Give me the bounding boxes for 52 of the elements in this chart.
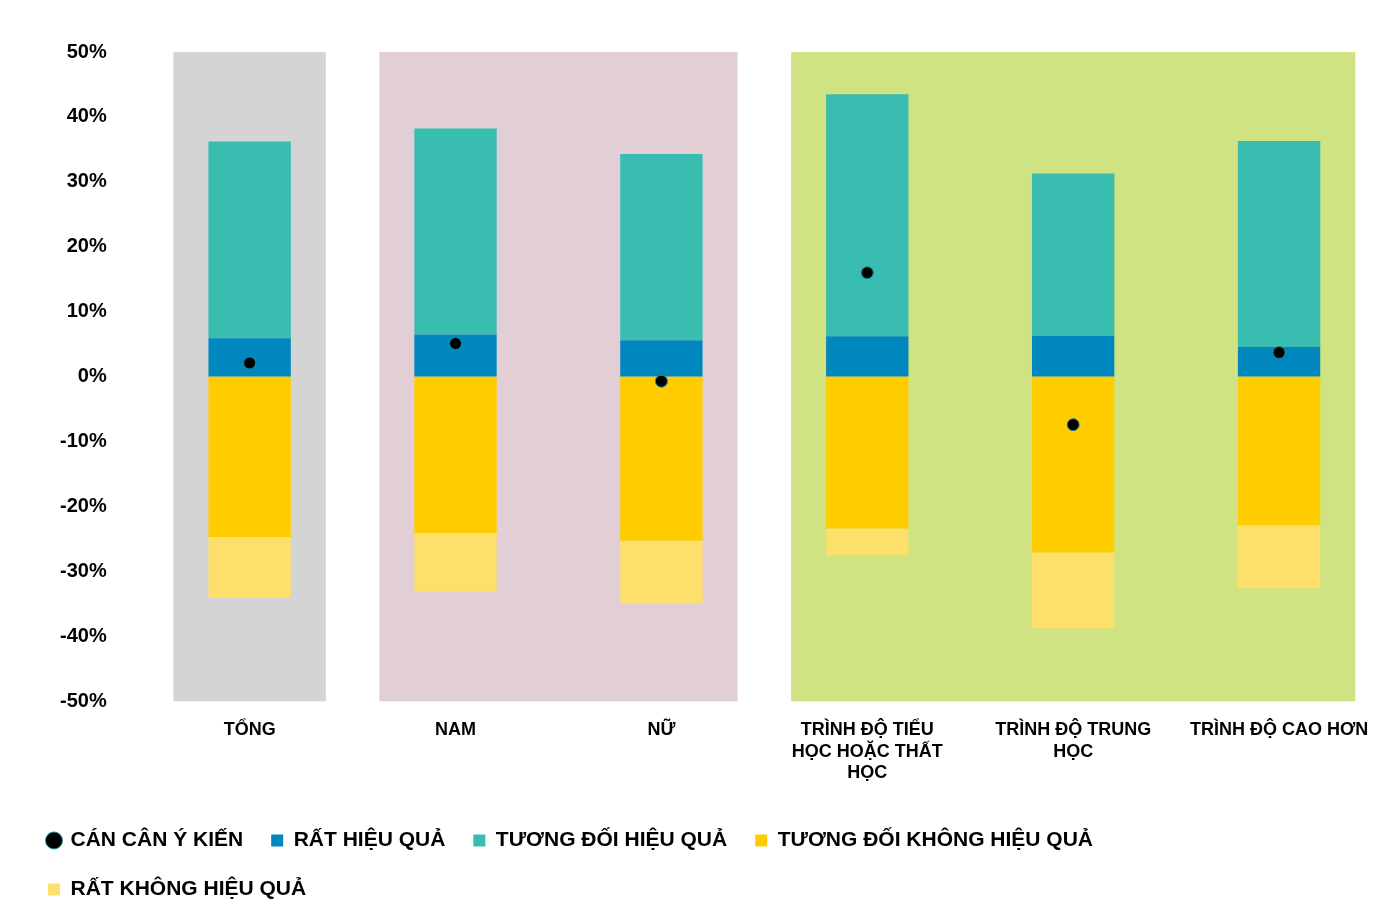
legend-label: TƯƠNG ĐỐI KHÔNG HIỆU QUẢ — [777, 827, 1094, 851]
x-tick-label: NAM — [435, 718, 477, 739]
x-tick-label: TRÌNH ĐỘ TIỂU HỌC HOẶC THẤT HỌC — [791, 717, 943, 783]
bar — [1031, 335, 1115, 377]
y-tick-label: 20% — [66, 234, 107, 257]
bar — [414, 128, 497, 335]
legend-label: CÁN CÂN Ý KIẾN — [70, 827, 244, 851]
y-tick-label: -50% — [59, 688, 107, 711]
y-tick-label: 10% — [66, 299, 107, 322]
point — [1066, 418, 1080, 432]
x-tick-label: TỔNG — [223, 717, 276, 739]
y-tick-label: 30% — [66, 169, 107, 192]
bar — [620, 376, 703, 541]
legend-label: RẤT KHÔNG HIỆU QUẢ — [70, 876, 307, 900]
y-tick-label: -40% — [59, 623, 107, 646]
bar — [826, 528, 909, 556]
bar — [826, 94, 909, 337]
x-tick-label: NỮ — [647, 717, 676, 739]
point — [449, 336, 463, 350]
y-tick-label: -30% — [59, 558, 107, 581]
bar — [620, 340, 703, 377]
y-tick-label: -10% — [59, 429, 107, 452]
bar — [1237, 346, 1321, 377]
bar — [1237, 525, 1321, 589]
bar — [208, 536, 291, 598]
x-tick-label: TRÌNH ĐỘ CAO HƠN — [1189, 717, 1369, 739]
bar — [1031, 173, 1115, 336]
bar — [414, 376, 497, 534]
bar — [208, 141, 291, 339]
point — [860, 266, 874, 280]
bar — [826, 376, 909, 529]
bar — [208, 338, 291, 377]
x-tick-label: TRÌNH ĐỘ TRUNG HỌC — [995, 717, 1152, 761]
bar — [620, 153, 703, 341]
bar — [414, 533, 497, 592]
bar — [620, 540, 703, 604]
bar — [1237, 140, 1321, 347]
y-tick-label: -20% — [59, 493, 107, 516]
bar — [1031, 376, 1115, 553]
point — [1272, 346, 1286, 360]
point — [243, 356, 257, 370]
y-tick-label: 0% — [77, 364, 107, 387]
y-tick-label: 40% — [66, 104, 107, 127]
bar — [208, 376, 291, 537]
legend-label: RẤT HIỆU QUẢ — [293, 827, 446, 851]
bar — [1031, 552, 1115, 629]
bar — [414, 334, 497, 377]
legend-label: TƯƠNG ĐỐI HIỆU QUẢ — [495, 827, 728, 851]
point — [654, 374, 668, 388]
bar — [826, 336, 909, 377]
bar — [1237, 376, 1321, 526]
y-tick-label: 50% — [66, 39, 107, 62]
